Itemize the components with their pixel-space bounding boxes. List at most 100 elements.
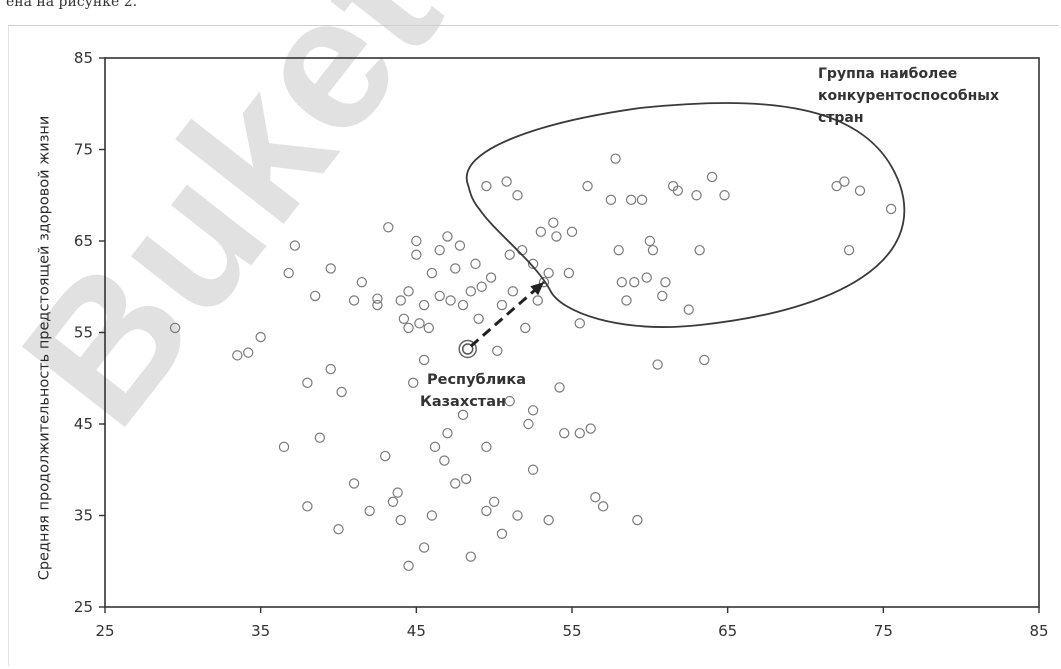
data-point: [720, 191, 729, 200]
data-point: [420, 355, 429, 364]
x-tick-label: 45: [407, 622, 426, 640]
data-point: [404, 323, 413, 332]
data-point: [384, 223, 393, 232]
data-point: [440, 456, 449, 465]
y-tick-label: 65: [74, 232, 93, 250]
data-point: [633, 515, 642, 524]
data-point: [575, 319, 584, 328]
x-tick-label: 55: [562, 622, 581, 640]
data-point: [396, 296, 405, 305]
data-point: [233, 351, 242, 360]
data-point: [427, 511, 436, 520]
data-point: [256, 332, 265, 341]
data-point: [642, 273, 651, 282]
data-point: [349, 479, 358, 488]
data-point: [502, 177, 511, 186]
data-point: [404, 561, 413, 570]
data-point: [536, 227, 545, 236]
data-point: [575, 429, 584, 438]
data-point: [477, 282, 486, 291]
data-point: [611, 154, 620, 163]
data-point: [513, 191, 522, 200]
data-point: [466, 287, 475, 296]
data-point: [622, 296, 631, 305]
data-point: [524, 419, 533, 428]
y-tick-label: 25: [74, 598, 93, 616]
data-point: [497, 300, 506, 309]
tick-layer: 25 35 45 55 65 75 8525354555657585: [74, 49, 1049, 640]
data-point: [695, 246, 704, 255]
data-point: [412, 236, 421, 245]
data-point: [451, 264, 460, 273]
data-point: [490, 497, 499, 506]
y-tick-label: 35: [74, 507, 93, 525]
data-point: [564, 268, 573, 277]
data-point: [466, 552, 475, 561]
data-point: [365, 506, 374, 515]
data-point: [290, 241, 299, 250]
kazakhstan-annotation-line-2: Казахстан: [420, 394, 506, 410]
data-point: [645, 236, 654, 245]
data-point: [552, 232, 561, 241]
data-point: [844, 246, 853, 255]
overlay-layer: [459, 282, 544, 357]
point-layer: [170, 154, 895, 570]
data-point: [692, 191, 701, 200]
data-point: [396, 515, 405, 524]
data-point: [388, 497, 397, 506]
y-tick-label: 55: [74, 324, 93, 342]
data-point: [435, 291, 444, 300]
data-point: [658, 291, 667, 300]
data-point: [521, 323, 530, 332]
data-point: [458, 410, 467, 419]
data-point: [544, 268, 553, 277]
data-point: [420, 300, 429, 309]
data-point: [455, 241, 464, 250]
data-point: [373, 294, 382, 303]
data-point: [661, 278, 670, 287]
data-point: [544, 515, 553, 524]
data-point: [567, 227, 576, 236]
data-point: [505, 397, 514, 406]
data-point: [482, 442, 491, 451]
data-point: [326, 264, 335, 273]
data-point: [393, 488, 402, 497]
data-point: [549, 218, 558, 227]
data-point: [170, 323, 179, 332]
data-point: [337, 387, 346, 396]
data-point: [399, 314, 408, 323]
data-point: [482, 182, 491, 191]
data-point: [887, 204, 896, 213]
data-point: [630, 278, 639, 287]
data-point: [648, 246, 657, 255]
data-point: [637, 195, 646, 204]
x-tick-label: 75: [874, 622, 893, 640]
data-point: [424, 323, 433, 332]
data-point: [486, 273, 495, 282]
data-point: [653, 360, 662, 369]
data-point: [508, 287, 517, 296]
data-point: [430, 442, 439, 451]
data-point: [412, 250, 421, 259]
group-annotation-line-2: конкурентоспособных: [818, 88, 999, 104]
data-point: [315, 433, 324, 442]
data-point: [482, 506, 491, 515]
data-point: [855, 186, 864, 195]
data-point: [583, 182, 592, 191]
group-annotation-line-1: Группа наиболее: [818, 66, 957, 82]
data-point: [513, 511, 522, 520]
data-point: [303, 502, 312, 511]
data-point: [326, 365, 335, 374]
data-point: [474, 314, 483, 323]
data-point: [284, 268, 293, 277]
data-point: [617, 278, 626, 287]
data-point: [435, 246, 444, 255]
y-tick-label: 85: [74, 49, 93, 67]
y-axis-label-wrap: Средняя продолжительность предстоящей зд…: [27, 38, 61, 658]
data-point: [599, 502, 608, 511]
data-point: [471, 259, 480, 268]
y-tick-label: 45: [74, 415, 93, 433]
data-point: [528, 465, 537, 474]
data-point: [560, 429, 569, 438]
